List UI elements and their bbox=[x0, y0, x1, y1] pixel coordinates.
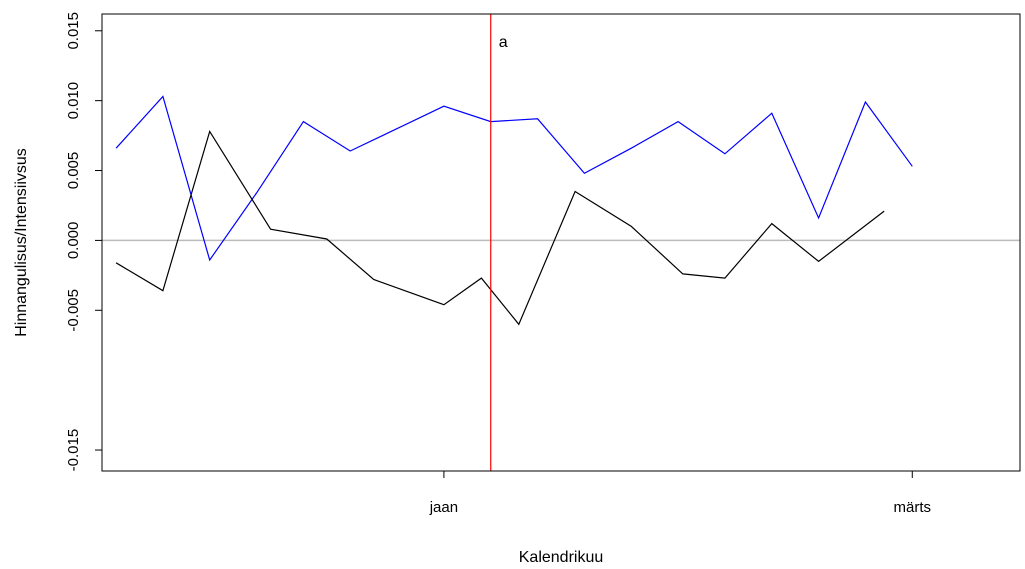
series-line-2 bbox=[115, 129, 885, 326]
plot-frame bbox=[101, 13, 1021, 472]
x-axis: jaan märts bbox=[429, 471, 931, 516]
y-tick-label: -0.015 bbox=[65, 429, 82, 472]
plot-content bbox=[102, 14, 1020, 471]
series-line-1 bbox=[115, 95, 913, 262]
x-tick-label: jaan bbox=[429, 499, 458, 516]
y-tick-label: -0.005 bbox=[65, 289, 82, 332]
y-axis-title: Hinnangulisus/Intensiivsus bbox=[13, 148, 30, 337]
y-tick-label: 0.010 bbox=[65, 82, 82, 120]
x-tick-label: märts bbox=[894, 499, 932, 516]
y-tick-label: 0.005 bbox=[65, 152, 82, 190]
y-axis: 0.015 0.010 0.005 0.000 -0.005 -0.015 bbox=[65, 12, 102, 471]
x-axis-title: Kalendrikuu bbox=[519, 549, 604, 566]
y-tick-label: 0.000 bbox=[65, 222, 82, 260]
vline-annotation: a bbox=[499, 34, 508, 51]
y-tick-label: 0.015 bbox=[65, 12, 82, 50]
